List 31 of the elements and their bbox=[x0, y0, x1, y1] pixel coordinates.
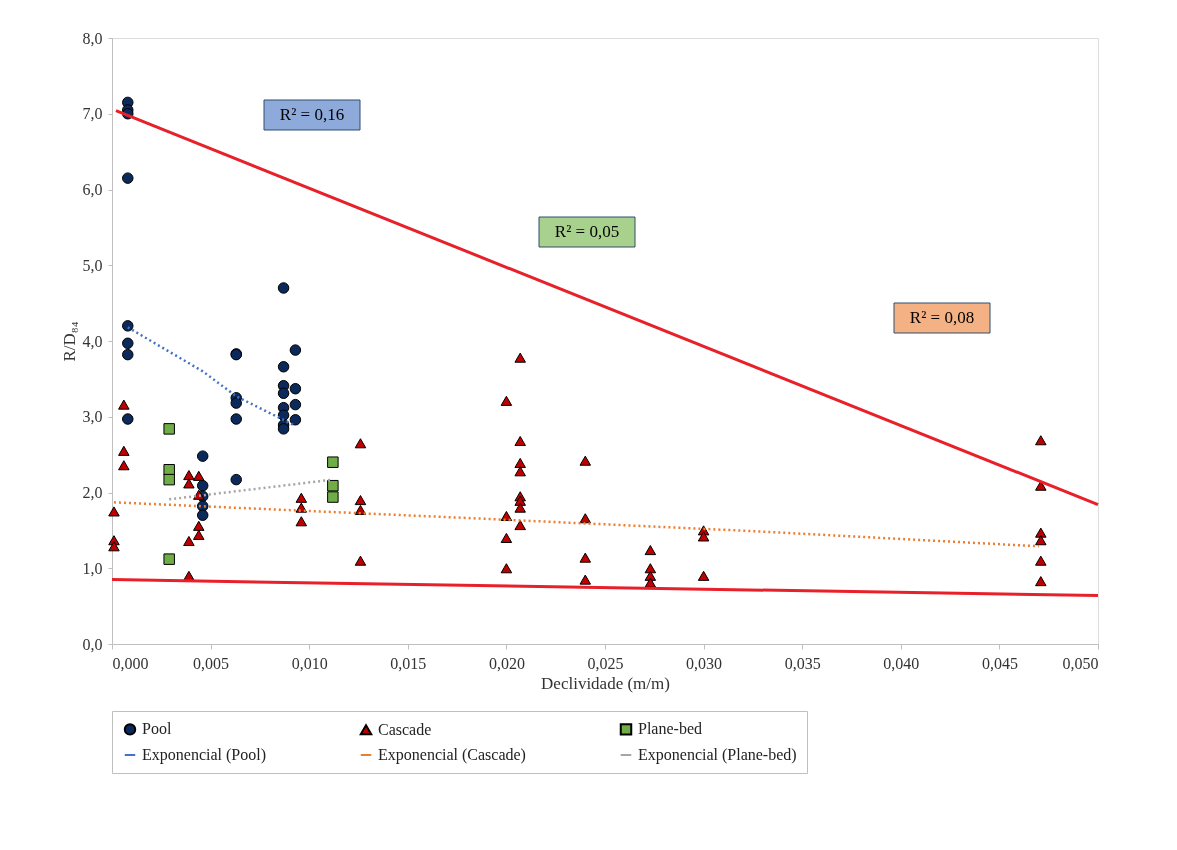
y-tick-label: 0,0 bbox=[82, 635, 103, 653]
x-tick-label: 0,050 bbox=[1062, 654, 1099, 672]
legend-label: Pool bbox=[142, 720, 172, 738]
x-tick-label: 0,000 bbox=[112, 654, 149, 672]
y-axis-title: R/D₈₄ bbox=[59, 321, 79, 362]
x-tick-label: 0,020 bbox=[488, 654, 525, 672]
annotation: R² = 0,16 bbox=[279, 105, 345, 124]
y-tick-label: 6,0 bbox=[82, 181, 103, 198]
x-tick-label: 0,045 bbox=[981, 654, 1018, 672]
x-axis-title: Declividade (m/m) bbox=[541, 673, 670, 693]
annotation: R² = 0,05 bbox=[554, 222, 620, 241]
y-tick-label: 4,0 bbox=[82, 332, 103, 350]
legend-label: Cascade bbox=[378, 720, 432, 738]
y-tick-label: 7,0 bbox=[82, 105, 103, 123]
x-tick-label: 0,040 bbox=[883, 654, 920, 672]
annotation: R² = 0,08 bbox=[909, 308, 975, 327]
x-tick-label: 0,030 bbox=[686, 654, 723, 672]
legend-label: Plane-bed bbox=[638, 720, 702, 738]
y-tick-label: 3,0 bbox=[82, 408, 103, 426]
legend-label: Exponencial (Cascade) bbox=[378, 746, 526, 764]
legend-label: Exponencial (Plane-bed) bbox=[638, 746, 797, 764]
x-tick-label: 0,035 bbox=[784, 654, 821, 672]
y-tick-label: 2,0 bbox=[82, 484, 103, 501]
x-tick-label: 0,025 bbox=[587, 654, 624, 672]
x-tick-label: 0,015 bbox=[390, 654, 427, 672]
y-tick-label: 5,0 bbox=[82, 256, 103, 274]
y-tick-label: 8,0 bbox=[82, 29, 103, 47]
y-tick-label: 1,0 bbox=[82, 559, 103, 577]
legend-label: Exponencial (Pool) bbox=[142, 746, 266, 764]
x-tick-label: 0,005 bbox=[193, 654, 230, 672]
x-tick-label: 0,010 bbox=[291, 654, 328, 672]
